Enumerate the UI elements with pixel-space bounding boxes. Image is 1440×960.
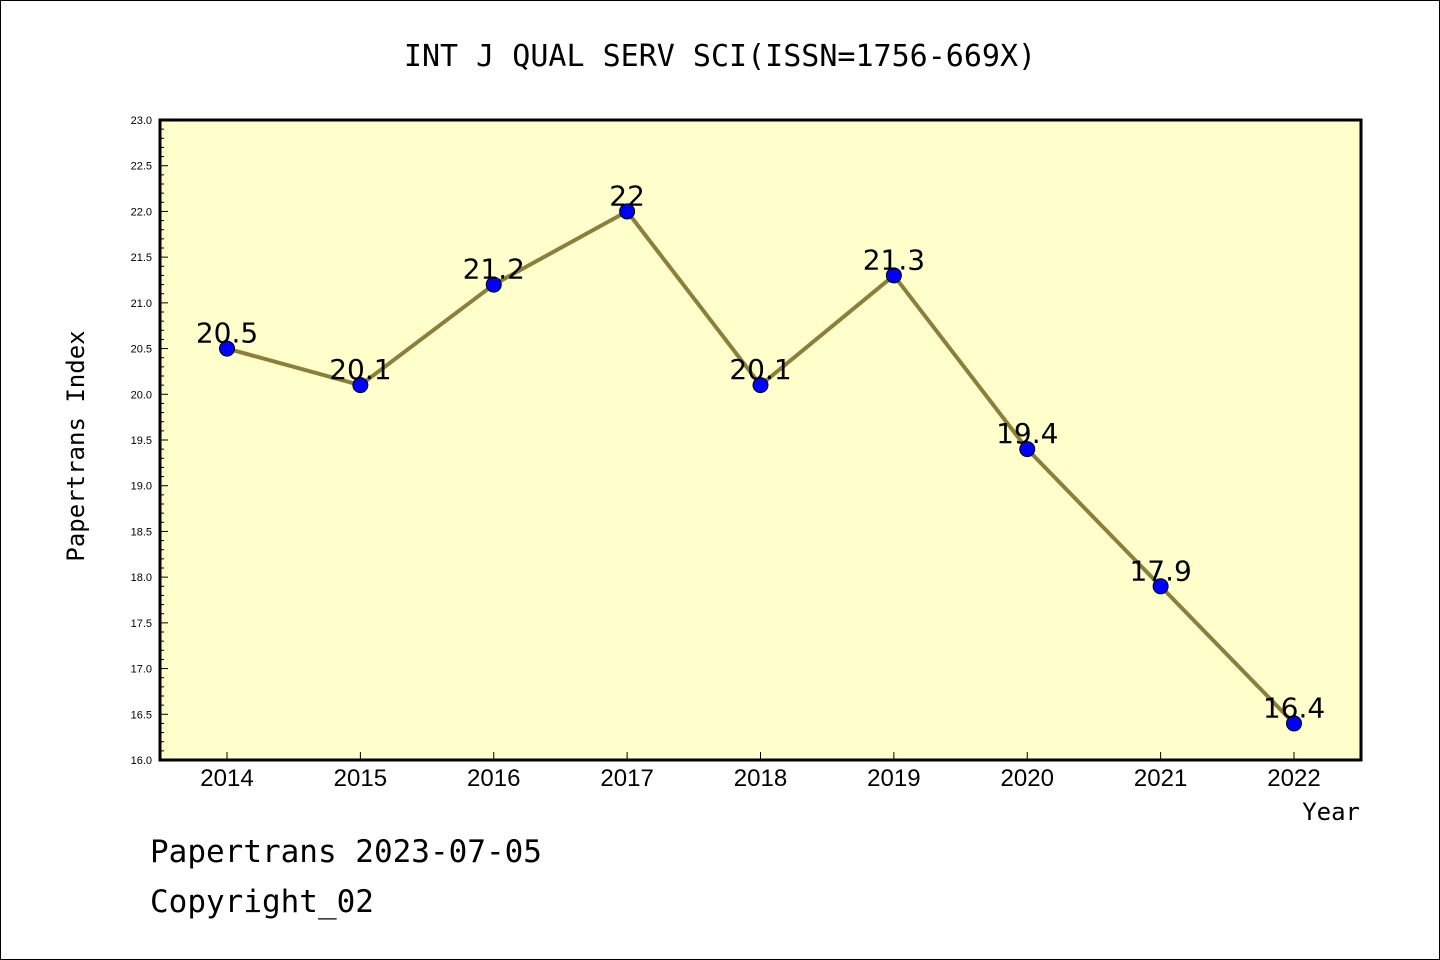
y-tick-label: 21.0: [131, 298, 152, 310]
data-label: 20.1: [329, 353, 391, 386]
x-tick-label: 2021: [1134, 765, 1187, 792]
y-tick-label: 21.5: [131, 252, 152, 264]
y-tick-label: 17.0: [131, 664, 152, 676]
x-tick-label: 2015: [334, 765, 387, 792]
data-point: [1019, 441, 1036, 458]
x-tick-label: 2022: [1267, 765, 1320, 792]
data-label: 21.3: [863, 243, 925, 276]
data-label: 22: [609, 179, 645, 212]
y-tick-label: 20.5: [131, 344, 152, 356]
y-tick-label: 19.0: [131, 481, 152, 493]
data-point: [885, 267, 902, 284]
y-tick-label: 19.5: [131, 435, 152, 447]
data-point: [619, 203, 636, 220]
y-tick-label: 20.0: [131, 389, 152, 401]
x-tick-label: 2014: [200, 765, 253, 792]
plot-border: [158, 118, 1363, 762]
data-label: 21.2: [463, 253, 525, 286]
footer-date: Papertrans 2023-07-05: [150, 834, 542, 870]
data-label: 17.9: [1129, 554, 1191, 587]
y-tick-label: 18.5: [131, 526, 152, 538]
data-label: 20.5: [196, 317, 258, 350]
y-tick-label: 16.5: [131, 709, 152, 721]
x-tick-label: 2018: [734, 765, 787, 792]
data-label: 16.4: [1263, 691, 1325, 724]
x-tick-label: 2019: [867, 765, 920, 792]
data-point: [485, 276, 502, 293]
y-tick-label: 22.0: [131, 206, 152, 218]
data-label: 19.4: [996, 417, 1058, 450]
y-axis-label: Papertrans Index: [62, 330, 90, 561]
plot-area: [160, 120, 1361, 760]
data-point: [1286, 715, 1302, 732]
x-tick-label: 2020: [1001, 765, 1054, 792]
y-tick-label: 17.5: [131, 618, 152, 630]
y-tick-label: 16.0: [131, 755, 152, 767]
footer-copyright: Copyright_02: [150, 884, 374, 920]
data-point: [752, 377, 769, 394]
data-label: 20.1: [729, 353, 791, 386]
data-point: [219, 340, 235, 357]
chart-title: INT J QUAL SERV SCI(ISSN=1756-669X): [404, 39, 1036, 74]
y-tick-label: 18.0: [131, 572, 152, 584]
x-tick-label: 2016: [467, 765, 520, 792]
y-tick-label: 22.5: [131, 161, 152, 173]
data-point: [352, 377, 369, 394]
x-axis-ticks: 2014 2015 2016 2017 2018 2019 2020 2021 2022: [200, 752, 1321, 792]
data-point: [1152, 578, 1169, 595]
y-tick-label: 23.0: [131, 115, 152, 127]
x-axis-label: Year: [1302, 798, 1360, 826]
series-group: 20.5 20.1 21.2 22 20.1 21.3 19.4 17.9 16.4: [196, 179, 1325, 732]
x-tick-label: 2017: [600, 765, 653, 792]
